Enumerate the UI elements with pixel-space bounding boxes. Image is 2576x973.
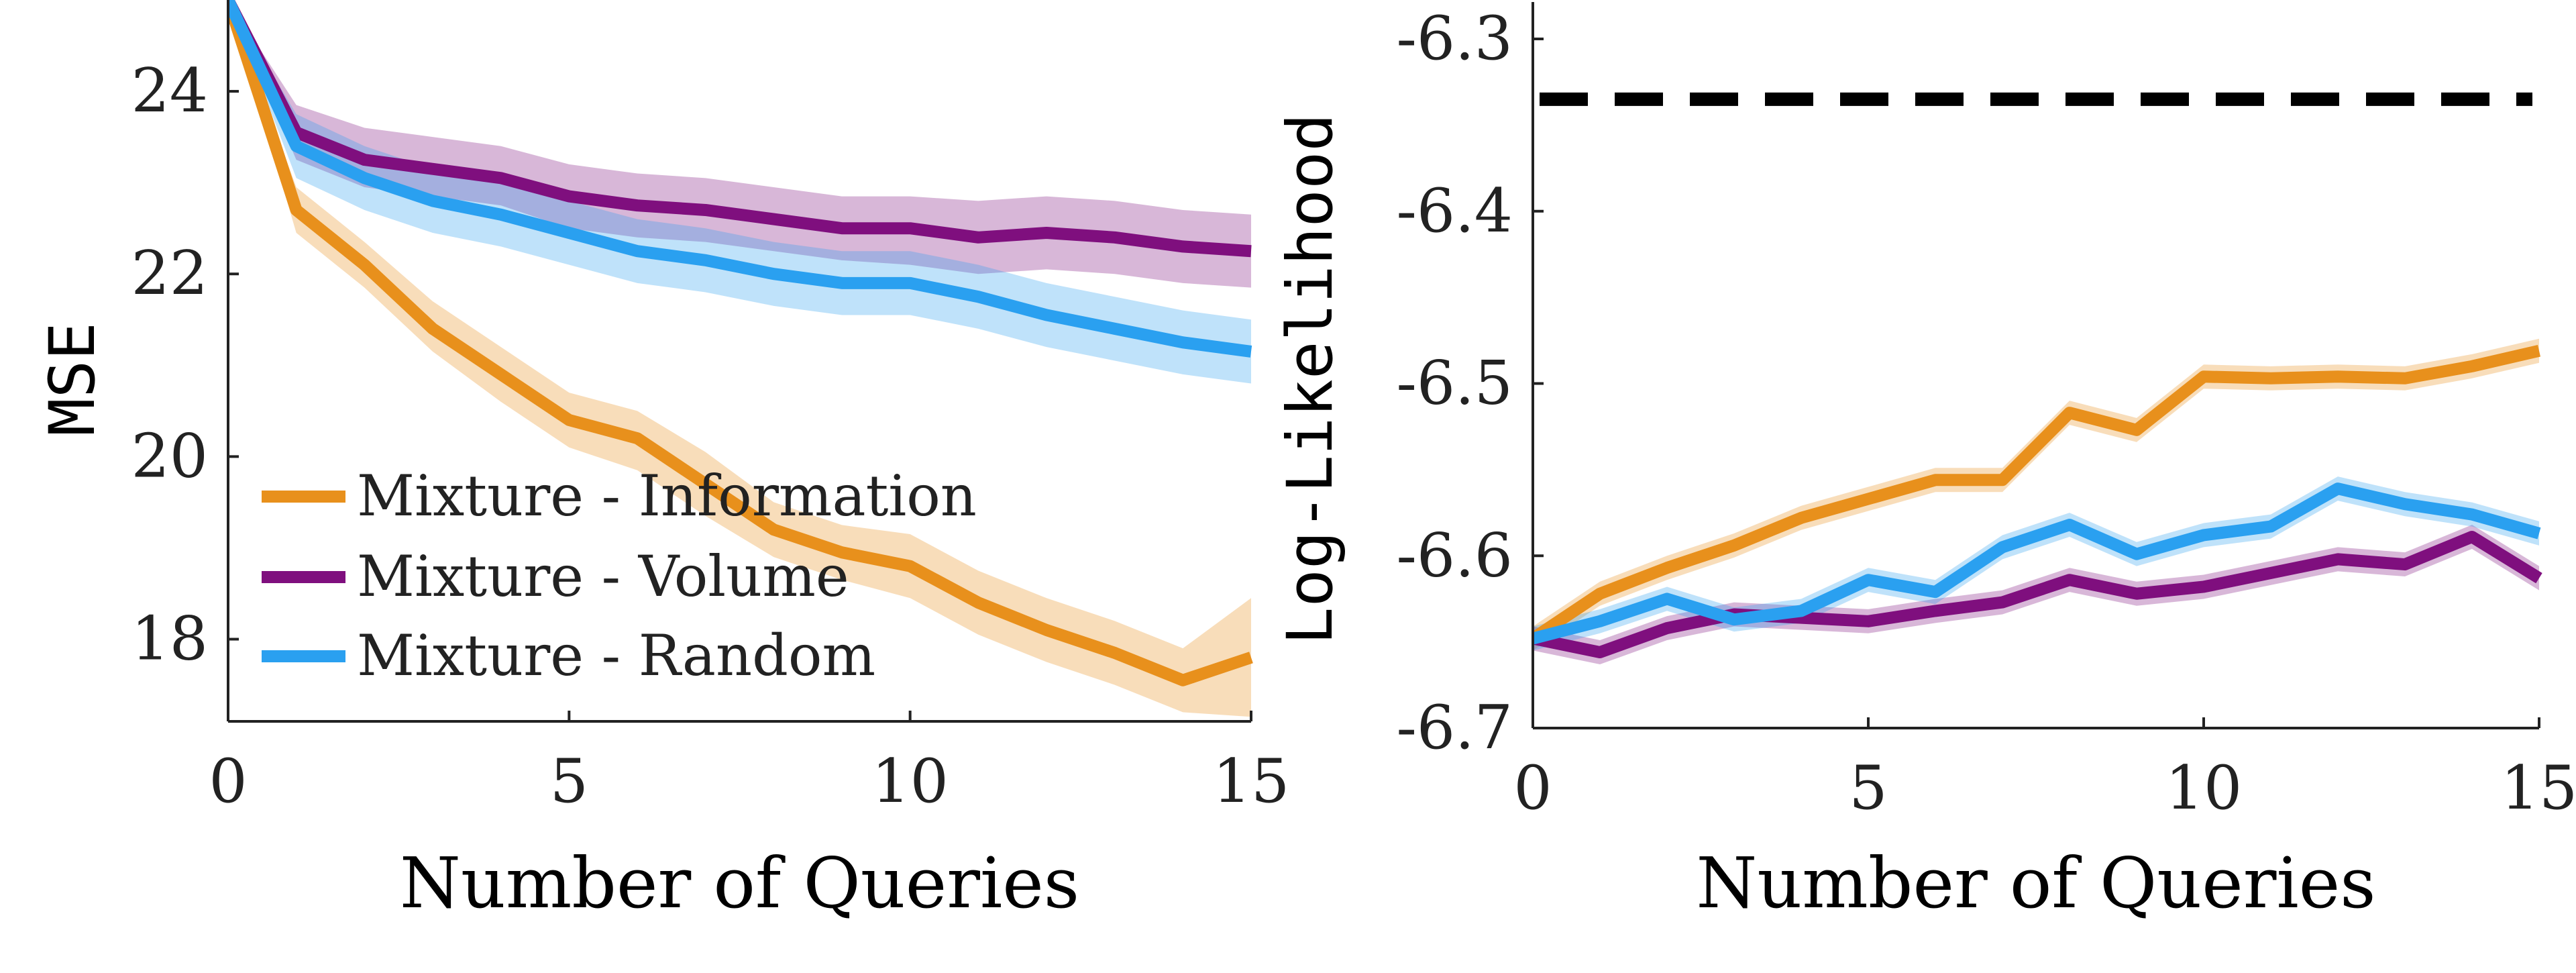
- legend-entry-3: Mixture - Random: [357, 623, 875, 688]
- y-tick-label: 18: [131, 604, 208, 674]
- mse-chart: 0 5 10 15 18 20 22 24 Number of Queries MSE Mixtur…: [36, 0, 1289, 924]
- x-tick-label: 10: [871, 746, 949, 817]
- x-tick-label: 5: [1849, 753, 1887, 823]
- series-line-2: [228, 0, 1252, 258]
- x-tick-label: 0: [209, 746, 247, 817]
- y-axis-label: MSE: [36, 322, 109, 436]
- series-band-1: [228, 0, 1251, 717]
- x-tick-label: 15: [2501, 753, 2576, 823]
- x-tick-label: 10: [2165, 753, 2243, 823]
- plot-area: [228, 0, 1253, 717]
- y-tick-label: -6.5: [1396, 348, 1513, 419]
- series-line-1: [1533, 344, 2541, 644]
- x-tick-label: 0: [1513, 753, 1552, 823]
- series-band-3: [228, 0, 1251, 384]
- legend: Mixture - Information Mixture - Volume Mix…: [262, 463, 977, 688]
- y-tick-label: 22: [131, 238, 208, 309]
- plot-area: [1533, 92, 2542, 665]
- x-axis-label: Number of Queries: [400, 842, 1079, 924]
- log-likelihood-chart: 0 5 10 15 -6.3 -6.4 -6.5 -6.6 -6.7 Number of Quer…: [1274, 2, 2576, 924]
- y-tick-label: 24: [131, 56, 208, 126]
- y-tick-label: -6.7: [1396, 693, 1513, 763]
- series-line-1: [228, 0, 1253, 686]
- y-tick-label: -6.6: [1396, 520, 1513, 591]
- series-line-3: [228, 0, 1252, 358]
- y-axis-label: Log-Likelihood: [1274, 113, 1347, 645]
- series-band-2: [228, 0, 1251, 288]
- y-tick-label: -6.4: [1396, 176, 1513, 246]
- x-axis-label: Number of Queries: [1696, 842, 2375, 924]
- series-line-3: [1533, 482, 2541, 645]
- series-line-2: [1533, 531, 2542, 659]
- y-tick-label: -6.3: [1396, 3, 1513, 74]
- legend-entry-2: Mixture - Volume: [357, 544, 849, 609]
- x-tick-label: 15: [1213, 746, 1290, 817]
- x-tick-label: 5: [550, 746, 588, 817]
- y-tick-label: 20: [131, 421, 208, 491]
- legend-entry-1: Mixture - Information: [357, 463, 977, 529]
